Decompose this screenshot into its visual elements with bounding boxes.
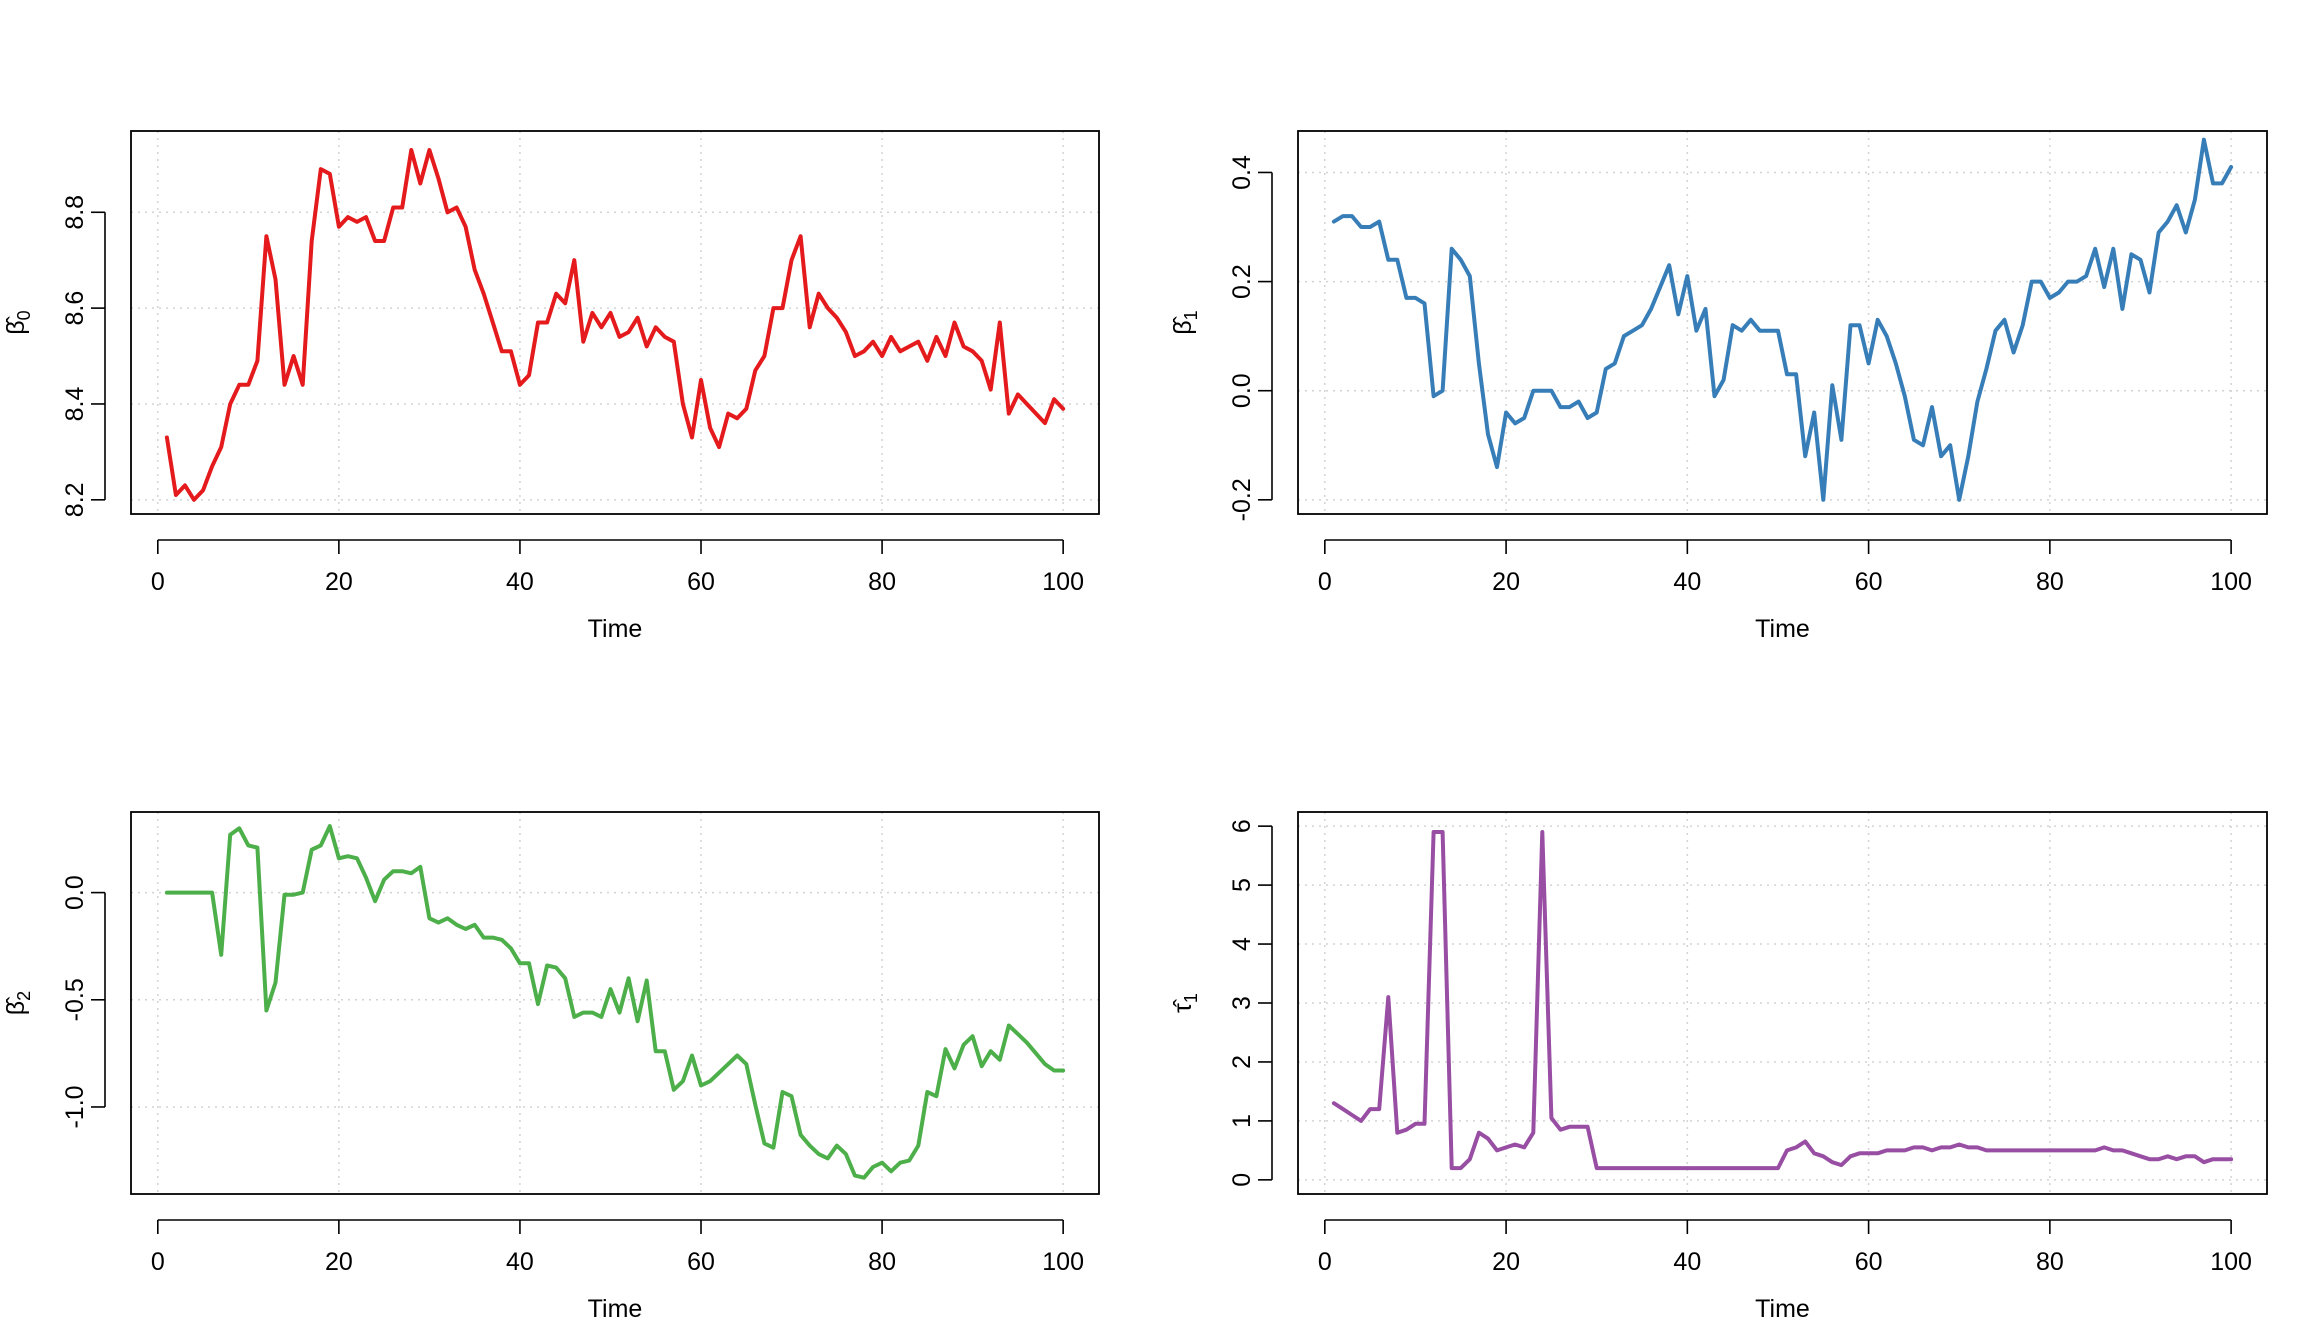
x-tick-label: 0	[1318, 568, 1332, 596]
panel-4: 0 20 40 60 80 100 Time 0 1 2 3 4 5 6 τ̂1	[1169, 811, 2268, 1323]
x-tick-label: 100	[2210, 568, 2252, 596]
x-tick-label: 40	[1673, 1248, 1701, 1276]
y-tick-label: 0	[1228, 1173, 1256, 1187]
x-axis-title: Time	[588, 1295, 643, 1323]
x-axis-title: Time	[1755, 1295, 1810, 1323]
x-tick-label: 0	[151, 1248, 165, 1276]
y-tick-label: 5	[1228, 878, 1256, 892]
y-tick-label: 2	[1228, 1055, 1256, 1069]
y-axis-title: τ̂1	[1169, 993, 1201, 1013]
series-line	[164, 148, 1066, 502]
x-tick-label: 20	[325, 1248, 353, 1276]
y-tick-label: 4	[1228, 937, 1256, 951]
y-tick-label: -1.0	[61, 1085, 89, 1128]
y-axis-title-subscript: 2	[14, 991, 34, 1001]
x-axis-title: Time	[1755, 615, 1810, 643]
y-tick-label: -0.2	[1228, 478, 1256, 521]
y-axis-title-subscript: 0	[14, 310, 34, 320]
x-tick-label: 20	[1492, 568, 1520, 596]
plot-frame	[1297, 130, 2268, 515]
panel-1: 0 20 40 60 80 100 Time 8.2 8.4 8.6 8.8 β̂0	[2, 130, 1100, 643]
y-tick-label: 0.2	[1228, 264, 1256, 299]
x-axis-title: Time	[588, 615, 643, 643]
plot-frame	[130, 130, 1100, 515]
x-tick-label: 40	[506, 568, 534, 596]
x-tick-label: 80	[2036, 1248, 2064, 1276]
y-tick-label: 8.2	[61, 482, 89, 517]
y-axis-title: β̂1	[1169, 310, 1201, 334]
series-line	[1331, 137, 2234, 502]
y-tick-label: 1	[1228, 1114, 1256, 1128]
x-tick-label: 80	[868, 568, 896, 596]
x-tick-label: 40	[506, 1248, 534, 1276]
y-tick-label: 3	[1228, 996, 1256, 1010]
y-axis-title-subscript: 1	[1181, 993, 1201, 1003]
y-axis-title: β̂2	[2, 991, 34, 1015]
panel-3: 0 20 40 60 80 100 Time -1.0 -0.5 0.0 β̂2	[2, 811, 1100, 1323]
y-axis-title: β̂0	[2, 310, 34, 334]
y-axis-title-subscript: 1	[1181, 310, 1201, 320]
y-tick-label: 0.0	[61, 875, 89, 910]
y-tick-label: 8.8	[61, 195, 89, 230]
x-tick-label: 0	[1318, 1248, 1332, 1276]
x-tick-label: 0	[151, 568, 165, 596]
x-tick-label: 60	[687, 1248, 715, 1276]
series-line	[1331, 830, 2234, 1171]
plot-frame	[130, 811, 1100, 1195]
x-tick-label: 80	[2036, 568, 2064, 596]
x-tick-label: 20	[325, 568, 353, 596]
x-tick-label: 100	[1042, 568, 1084, 596]
panel-2: 0 20 40 60 80 100 Time -0.2 0.0 0.2 0.4 β̂1	[1169, 130, 2268, 643]
x-tick-label: 40	[1673, 568, 1701, 596]
y-tick-label: 8.4	[61, 387, 89, 422]
x-tick-label: 100	[2210, 1248, 2252, 1276]
x-tick-label: 60	[1855, 1248, 1883, 1276]
y-tick-label: -0.5	[61, 978, 89, 1021]
y-tick-label: 6	[1228, 819, 1256, 833]
x-tick-label: 100	[1042, 1248, 1084, 1276]
x-tick-label: 80	[868, 1248, 896, 1276]
series-line	[164, 824, 1066, 1180]
y-tick-label: 0.4	[1228, 155, 1256, 190]
plot-frame	[1297, 811, 2268, 1195]
y-tick-label: 0.0	[1228, 373, 1256, 408]
x-tick-label: 20	[1492, 1248, 1520, 1276]
x-tick-label: 60	[1855, 568, 1883, 596]
y-tick-label: 8.6	[61, 291, 89, 326]
x-tick-label: 60	[687, 568, 715, 596]
